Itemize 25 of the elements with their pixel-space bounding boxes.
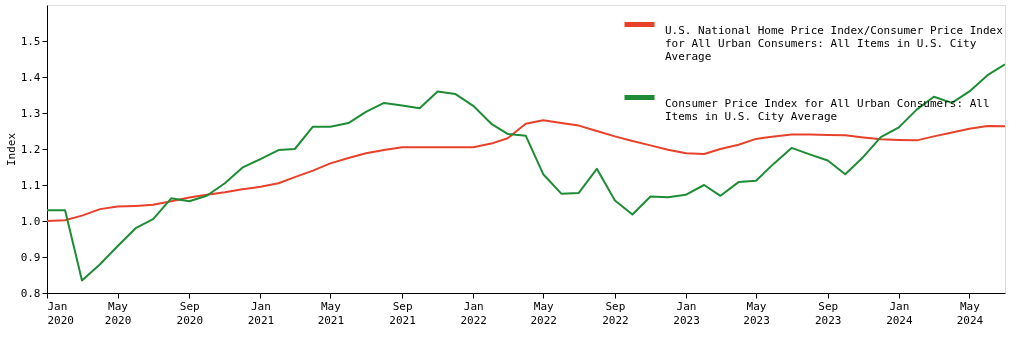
y-tick-label: 1.1 [20,178,41,192]
x-tick-label: May 2020 [104,299,132,327]
y-tick-label: 0.8 [20,286,41,300]
x-tick-label: Sep 2022 [602,299,629,327]
x-tick-label: Sep 2021 [389,299,416,327]
legend-label: U.S. National Home Price Index/Consumer Price Index for All Urban Consumers: All Items in U.S. City Average [665,23,1004,63]
x-tick-label: May 2024 [956,299,984,327]
x-tick-label: May 2022 [530,299,557,327]
x-tick-label: Jan 2022 [460,299,487,327]
y-tick-label: 1.5 [20,34,41,48]
x-tick-label: Jan 2024 [886,299,913,327]
y-tick-label: 1.2 [20,142,41,156]
x-tick-label: May 2023 [743,299,770,327]
x-tick-label: Jan 2023 [673,299,700,327]
x-tick-label: Jan 2020 [47,299,74,327]
y-tick-label: 0.9 [20,250,41,264]
y-axis-title: Index [4,132,18,167]
x-tick-label: Sep 2020 [176,299,204,327]
x-tick-label: May 2021 [317,299,345,327]
x-tick-label: Jan 2021 [247,299,275,327]
y-tick-label: 1.4 [20,70,41,84]
x-tick-label: Sep 2023 [814,299,842,327]
y-tick-label: 1.3 [20,106,41,120]
line-series [47,63,1005,282]
y-tick-label: 1.0 [20,214,41,228]
